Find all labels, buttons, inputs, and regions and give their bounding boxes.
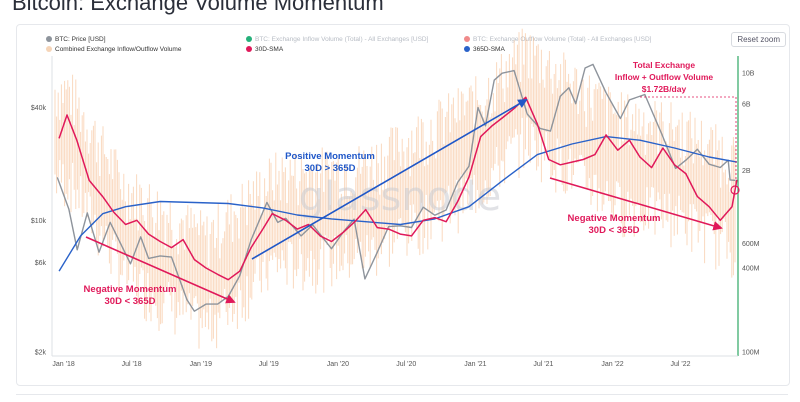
legend-label-outflow: BTC: Exchange Outflow Volume (Total) - A…: [473, 36, 652, 43]
watermark: glassnode: [299, 174, 502, 220]
annotation-neg1-line1: Negative Momentum: [84, 284, 177, 295]
arrow-negative-momentum-2018: [85, 236, 236, 304]
y-right-tick-label: 600M: [742, 241, 760, 248]
legend-item-volume[interactable]: Combined Exchange Inflow/Outflow Volume: [46, 46, 181, 53]
x-tick-label: Jan '19: [190, 361, 212, 368]
legend-label-sma30: 30D-SMA: [255, 46, 284, 53]
chart-legend: BTC: Price [USD] BTC: Exchange Inflow Vo…: [46, 36, 736, 58]
annotations-layer: [85, 96, 740, 304]
annotation-pos-line2: 30D > 365D: [305, 163, 356, 174]
arrow-positive-momentum: [251, 99, 528, 260]
annotation-total-value: $1.72B/day: [642, 84, 687, 94]
x-tick-label: Jan '22: [601, 361, 623, 368]
legend-swatch-sma30: [246, 46, 252, 53]
legend-swatch-sma365: [464, 46, 470, 53]
sma30-line: [58, 96, 738, 281]
legend-item-price[interactable]: BTC: Price [USD]: [46, 36, 106, 43]
price-line: [56, 63, 736, 312]
current-value-marker: [730, 185, 740, 195]
y-right-tick-label: 10B: [742, 71, 755, 78]
x-tick-label: Jan '20: [327, 361, 349, 368]
annotation-total-line2: Inflow + Outflow Volume: [615, 72, 714, 82]
sma365-line: [58, 135, 738, 272]
annotation-neg1-line2: 30D < 365D: [105, 296, 156, 307]
legend-item-inflow[interactable]: BTC: Exchange Inflow Volume (Total) - Al…: [246, 36, 428, 43]
footer-divider: [16, 394, 788, 402]
legend-label-volume: Combined Exchange Inflow/Outflow Volume: [55, 46, 182, 53]
legend-swatch-inflow: [246, 36, 252, 43]
x-tick-label: Jul '20: [396, 361, 416, 368]
legend-label-inflow: BTC: Exchange Inflow Volume (Total) - Al…: [255, 36, 429, 43]
annotation-pos-line1: Positive Momentum: [285, 151, 375, 162]
annotation-neg2-line2: 30D < 365D: [589, 225, 640, 236]
x-tick-label: Jan '21: [464, 361, 486, 368]
y-right-tick-label: 400M: [742, 266, 760, 273]
y-right-tick-label: 2B: [742, 168, 751, 175]
legend-item-sma30[interactable]: 30D-SMA: [246, 46, 283, 53]
x-tick-label: Jul '19: [259, 361, 279, 368]
legend-swatch-outflow: [464, 36, 470, 43]
y-left-tick-label: $2k: [35, 350, 47, 357]
legend-swatch-price: [46, 36, 52, 43]
y-right-tick-label: 100M: [742, 350, 760, 357]
legend-label-sma365: 365D-SMA: [473, 46, 505, 53]
x-tick-label: Jan '18: [52, 361, 74, 368]
legend-item-sma365[interactable]: 365D-SMA: [464, 46, 505, 53]
series-lines-layer: [56, 63, 738, 312]
reset-zoom-button[interactable]: Reset zoom: [731, 32, 786, 47]
y-left-tick-label: $10k: [31, 218, 47, 225]
annotation-neg2-line1: Negative Momentum: [568, 213, 661, 224]
x-tick-label: Jul '22: [670, 361, 690, 368]
y-left-tick-label: $6k: [35, 260, 47, 267]
legend-label-price: BTC: Price [USD]: [55, 36, 106, 43]
y-right-tick-label: 6B: [742, 102, 751, 109]
annotation-total-line1: Total Exchange: [633, 60, 695, 70]
legend-swatch-volume: [46, 46, 52, 53]
arrow-negative-momentum-2022: [549, 177, 723, 231]
legend-item-outflow[interactable]: BTC: Exchange Outflow Volume (Total) - A…: [464, 36, 651, 43]
x-tick-label: Jul '21: [533, 361, 553, 368]
x-tick-label: Jul '18: [122, 361, 142, 368]
y-left-tick-label: $40k: [31, 105, 47, 112]
axes-layer: Jan '18 Jul '18 Jan '19 Jul '19 Jan '20 Jul '…: [31, 56, 760, 368]
page-title: Bitcoin: Exchange Volume Momentum: [12, 0, 384, 15]
